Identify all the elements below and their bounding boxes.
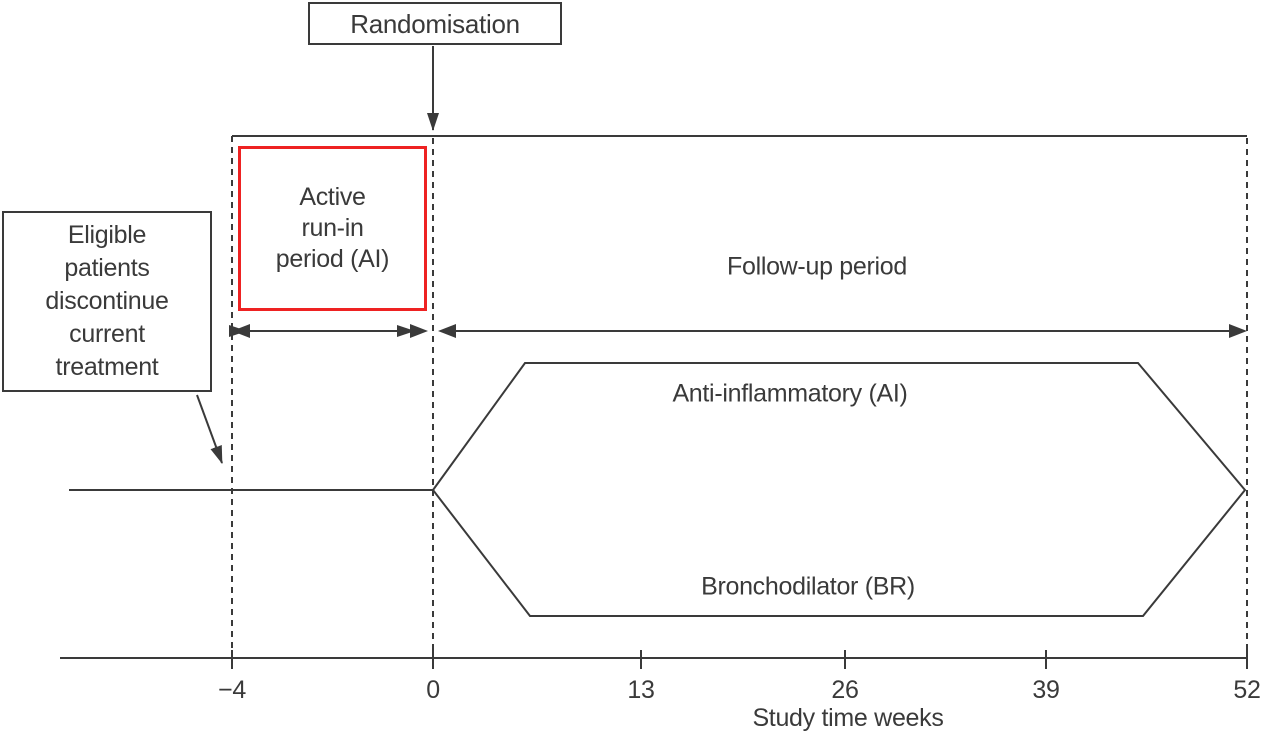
tick-label-52: 52 <box>1233 676 1261 704</box>
tick-label-39: 39 <box>1032 676 1060 704</box>
active-runin-box: Active run-in period (AI) <box>238 146 427 311</box>
followup-arrowhead-left <box>438 324 456 338</box>
tick-label-13: 13 <box>627 676 655 704</box>
eligible-line: current <box>69 320 145 348</box>
eligible-line: treatment <box>55 353 159 381</box>
axis-title: Study time weeks <box>752 704 944 732</box>
randomisation-label: Randomisation <box>350 8 520 39</box>
runin-line: Active <box>299 183 366 211</box>
tick-label-26: 26 <box>831 676 859 704</box>
eligible-line: patients <box>64 254 150 282</box>
eligible-line: Eligible <box>67 221 147 249</box>
bronchodilator-arm-label: Bronchodilator (BR) <box>701 572 915 601</box>
followup-period-label: Follow-up period <box>726 252 908 281</box>
eligible-box-arrow <box>196 394 223 464</box>
anti-inflammatory-arm-label: Anti-inflammatory (AI) <box>672 379 908 408</box>
randomisation-box: Randomisation <box>308 2 562 45</box>
tick-label-0: 0 <box>426 676 440 704</box>
treatment-arms-hexagon <box>431 362 1247 617</box>
eligible-patients-box: Eligible patients discontinue current tr… <box>2 211 212 392</box>
runin-line: period (AI) <box>275 245 390 273</box>
runin-line: run-in <box>301 214 364 242</box>
tick-label-minus4: −4 <box>218 676 246 704</box>
followup-arrowhead-right <box>1229 324 1247 338</box>
runin-arrowhead-right <box>410 324 428 338</box>
eligible-line: discontinue <box>45 287 169 315</box>
runin-arrowhead-left <box>232 324 250 338</box>
